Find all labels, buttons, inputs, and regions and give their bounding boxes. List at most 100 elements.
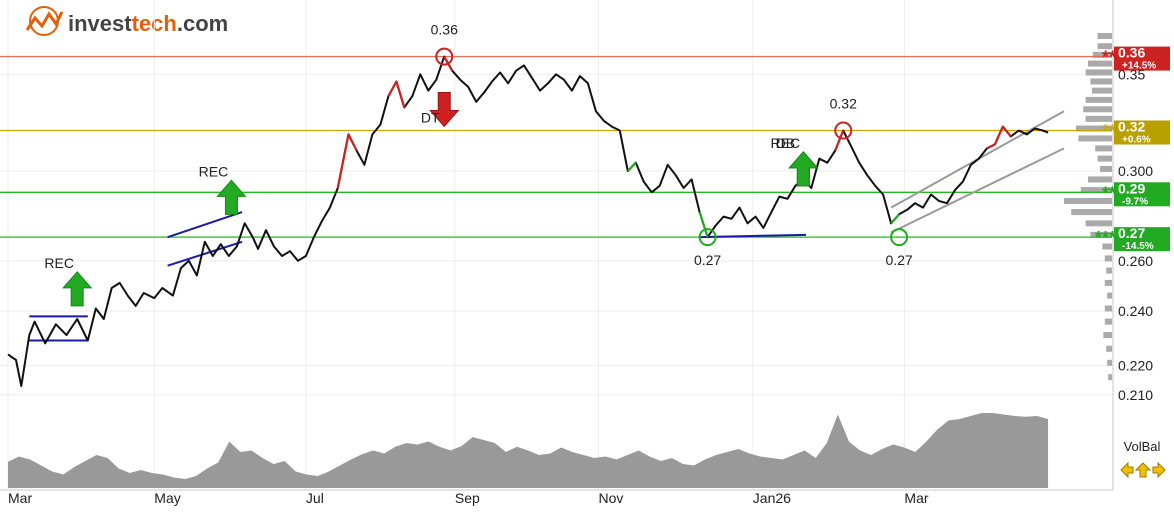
logo-circle-icon [29,6,59,36]
level-stars: *** [1095,228,1116,248]
volume-profile-bar [1092,51,1112,58]
volume-profile-bar [1107,359,1112,366]
logo-wordmark: investtech.com [68,11,228,36]
volume-profile-bar [1078,135,1112,142]
volume-profile-bar [1108,374,1112,381]
volume-profile-bar [1080,187,1112,194]
volume-profile-bar [1104,279,1112,286]
level-badge-value: 0.36 [1118,45,1145,61]
volume-profile-bar [1088,176,1112,183]
volume-profile-bar [1097,155,1112,162]
buy-signal-arrow [216,179,247,215]
pattern-line [167,211,243,239]
volume-profile-bar [1085,96,1112,103]
extremum-label: 0.27 [885,252,912,268]
extremum-label: 0.36 [431,22,458,38]
x-tick-label: May [154,490,180,506]
pattern-line [699,233,807,239]
level-badge-bg [1114,46,1170,71]
extremum-circle [698,228,717,247]
volume-profile-bar [1085,115,1112,122]
extremum-circle [834,121,853,140]
volume-profile-bar [1091,87,1112,94]
volume-area [8,413,1049,488]
price-segment-up [834,130,845,151]
level-stars: ** [1102,183,1116,203]
signal-label: REC [199,163,229,179]
volume-profile [1064,33,1112,381]
x-tick-label: Jan26 [753,490,791,506]
volume-profile-bar [1076,125,1112,132]
level-badge-percent: -14.5% [1122,241,1154,252]
pattern-lines [29,110,1065,342]
pattern-line [890,147,1065,234]
point-labels: 0.36 0.32 0.27 0.27 [431,22,913,269]
extremum-circle [890,228,909,247]
volume-profile-bar [1107,292,1112,299]
y-tick-label: 0.300 [1118,163,1153,179]
volume-profile-bar [1085,220,1112,227]
price-segment-up [336,133,358,189]
logo-part-invest: invest [68,11,132,36]
price-line [7,55,1049,387]
support-resistance-levels [0,55,1112,238]
volume-profile-bar [1097,43,1112,50]
extremum-label: 0.27 [694,252,721,268]
price-series [7,55,1049,387]
volume-profile-bar [1097,33,1112,39]
level-badge-percent: +14.5% [1122,61,1156,72]
volume-profile-bar [1104,305,1112,312]
sell-signal-arrow [429,91,460,128]
volume-profile-bar [1083,106,1112,113]
x-tick-label: Sep [455,490,480,506]
price-segment-up [986,125,1012,150]
volume-profile-bar [1064,198,1112,205]
level-badge-value: 0.32 [1118,119,1145,135]
level-badge-value: 0.27 [1118,225,1145,241]
y-tick-label: 0.220 [1118,358,1153,374]
volume-profile-bar [1071,209,1112,216]
y-tick-label: 0.260 [1118,253,1153,269]
level-badge-bg [1114,120,1170,145]
level-badge-bg [1114,182,1170,207]
extremum-circle [435,47,454,66]
volbal-arrow-icon [1120,461,1134,479]
y-tick-label: 0.240 [1118,303,1153,319]
level-stars: ** [1102,48,1116,68]
volbal-indicator: VolBal [1120,439,1166,479]
volume-area-fill [8,413,1049,488]
x-tick-label: Jul [306,490,324,506]
volbal-arrow-icon [1152,461,1166,479]
x-tick-label: Nov [599,490,624,506]
level-badge-percent: +0.6% [1122,135,1151,146]
level-badges: ** 0.36+14.5%** 0.32+0.6%** 0.29-9.7%*** 0.2… [1095,45,1170,252]
level-badge-bg [1114,227,1170,252]
level-stars: ** [1102,122,1116,142]
price-segment-down [627,161,637,172]
volbal-label: VolBal [1124,439,1161,454]
volume-profile-bar [1090,78,1112,85]
signal-label: DB [776,135,795,151]
signal-label: REC [771,135,801,151]
volume-profile-bar [1095,145,1112,152]
volbal-arrow-icon [1134,462,1152,478]
volume-profile-bar [1085,69,1112,76]
investtech-logo: investtech.com [24,6,228,36]
extremum-label: 0.32 [830,96,857,112]
buy-signal-arrow [62,271,93,307]
level-badge-percent: -9.7% [1122,196,1148,207]
level-badge-value: 0.29 [1118,180,1145,196]
volume-profile-bar [1090,231,1112,238]
x-tick-label: Mar [8,490,32,506]
price-segment-down [698,211,709,238]
volume-profile-bar [1088,60,1112,67]
y-tick-label: 0.210 [1118,387,1153,403]
price-segment-down [890,213,900,225]
logo-part-suffix: .com [177,11,228,36]
buy-signal-arrow [788,151,819,187]
volume-profile-bar [1106,267,1112,274]
